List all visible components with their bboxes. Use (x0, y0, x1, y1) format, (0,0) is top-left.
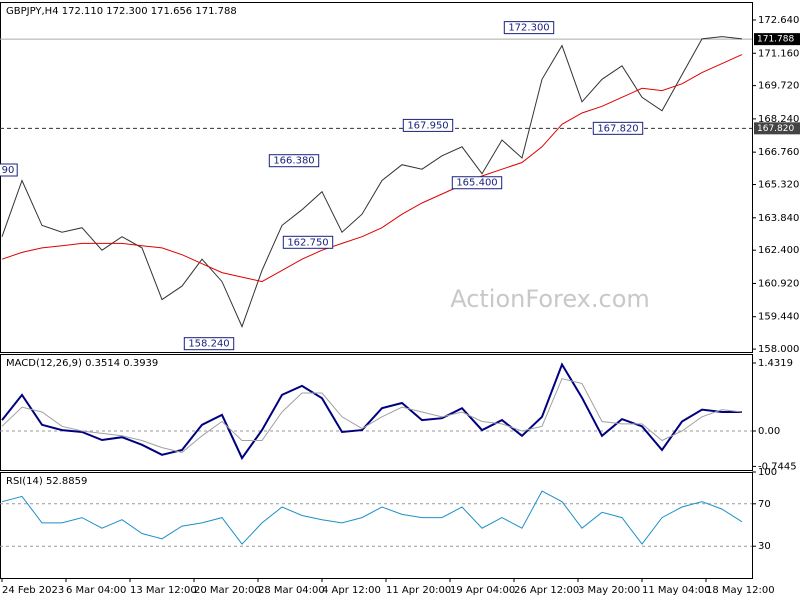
y-tick-label: 168.240 (758, 114, 799, 125)
series-line (1, 362, 742, 461)
watermark: ActionForex.com (450, 285, 650, 313)
panel-title: MACD(12,26,9) 0.3514 0.3939 (6, 358, 158, 369)
x-tick-label: 11 Apr 20:00 (386, 585, 451, 596)
series-line (1, 378, 743, 453)
y-tick-label: 30 (758, 541, 771, 552)
x-tick-label: 20 Mar 20:00 (194, 585, 261, 596)
y-tick-label: 70 (758, 499, 771, 510)
annotation-box (0, 163, 18, 177)
annotation-box (183, 337, 235, 351)
y-tick-label: 158.000 (758, 344, 799, 355)
x-tick-label: 26 Apr 12:00 (514, 585, 579, 596)
x-tick-label: 19 Apr 04:00 (450, 585, 515, 596)
annotation-box (451, 176, 503, 190)
annotation-label: 166.380 (273, 156, 314, 167)
y-tick-label: 159.440 (758, 312, 799, 323)
annotation-box (268, 154, 320, 168)
x-tick-label: 6 Mar 04:00 (66, 585, 126, 596)
annotation-box (402, 118, 454, 132)
y-tick-label: 171.160 (758, 48, 799, 59)
panel-border (0, 354, 753, 471)
price-level-box (754, 122, 800, 135)
panel-title: GBPJPY,H4 172.110 172.300 171.656 171.78… (6, 6, 237, 17)
annotation-label: 158.240 (188, 339, 229, 350)
x-tick-label: 11 May 04:00 (642, 585, 711, 596)
price-level-label: 167.820 (757, 124, 794, 134)
x-tick-label: 18 May 12:00 (706, 585, 775, 596)
x-tick-label: 24 Feb 2023 (2, 585, 64, 596)
panel-border (0, 472, 753, 579)
annotation-label: 172.300 (508, 23, 549, 34)
y-tick-label: 169.720 (758, 81, 799, 92)
annotation-box (282, 235, 334, 249)
annotation-box (503, 21, 555, 35)
annotation-label: 165.400 (456, 178, 497, 189)
series-line (1, 36, 743, 328)
y-tick-label: 1.4319 (758, 358, 793, 369)
panel-border (0, 2, 753, 353)
price-level-label: 171.788 (757, 35, 794, 45)
x-tick-label: 3 May 20:00 (578, 585, 640, 596)
annotation-box (592, 121, 644, 135)
series-line (1, 54, 743, 283)
price-level-box (754, 33, 800, 46)
y-tick-label: 0.00 (758, 426, 780, 437)
x-tick-label: 28 Mar 04:00 (258, 585, 325, 596)
annotation-label: 90 (2, 165, 15, 176)
y-tick-label: 165.320 (758, 180, 799, 191)
y-tick-label: 160.920 (758, 278, 799, 289)
y-tick-label: 162.400 (758, 245, 799, 256)
y-tick-label: 166.760 (758, 147, 799, 158)
series-line (1, 490, 743, 545)
x-tick-label: 13 Mar 12:00 (130, 585, 197, 596)
annotation-label: 167.950 (407, 120, 448, 131)
y-tick-label: 172.640 (758, 15, 799, 26)
y-tick-label: 100 (758, 467, 777, 478)
y-tick-label: -0.7445 (758, 461, 797, 472)
annotation-label: 162.750 (287, 237, 328, 248)
y-tick-label: 163.840 (758, 213, 799, 224)
annotation-label: 167.820 (597, 123, 638, 134)
panel-title: RSI(14) 52.8859 (6, 476, 87, 487)
x-tick-label: 4 Apr 12:00 (322, 585, 381, 596)
